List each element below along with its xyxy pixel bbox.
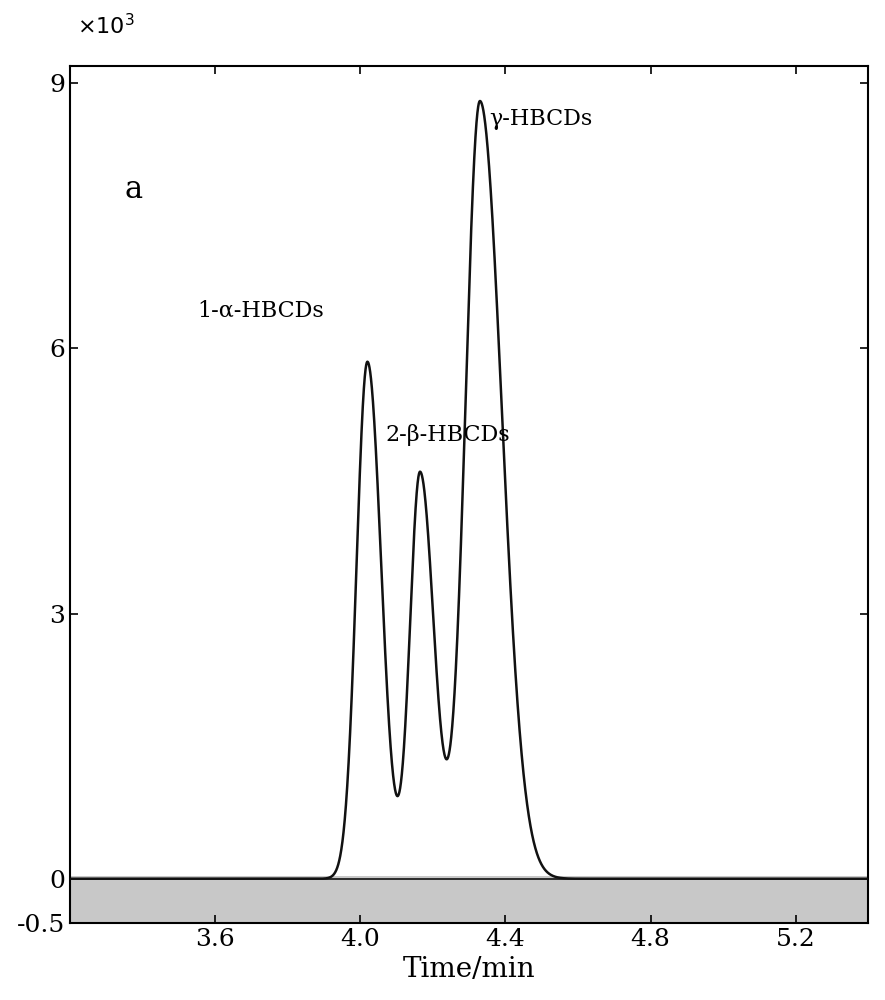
Text: a: a — [124, 174, 142, 205]
Text: 2-β-HBCDs: 2-β-HBCDs — [386, 424, 510, 446]
Text: 1-α-HBCDs: 1-α-HBCDs — [196, 300, 324, 322]
Text: γ-HBCDs: γ-HBCDs — [489, 108, 592, 130]
X-axis label: Time/min: Time/min — [403, 956, 535, 983]
Bar — [70, 876, 868, 923]
Text: $\times10^3$: $\times10^3$ — [77, 14, 135, 39]
